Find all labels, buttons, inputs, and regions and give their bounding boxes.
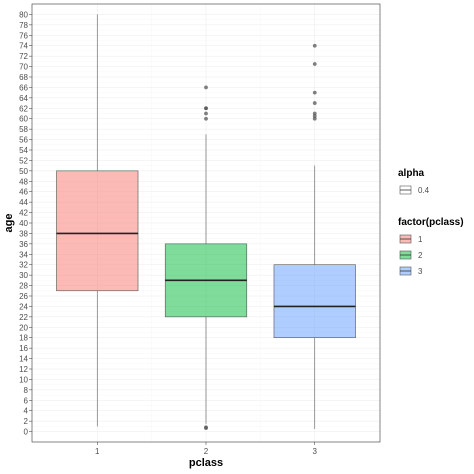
y-tick-label: 38	[19, 229, 28, 238]
y-tick-label: 10	[19, 375, 28, 384]
y-tick-label: 80	[19, 10, 28, 19]
y-tick-label: 34	[19, 250, 28, 259]
y-tick-label: 62	[19, 104, 28, 113]
legend-entry: 0.4	[399, 185, 430, 195]
y-tick-label: 64	[19, 94, 28, 103]
y-tick-label: 42	[19, 209, 28, 218]
outlier-point	[312, 114, 317, 119]
x-tick-label: 2	[204, 447, 209, 456]
legend-group-2: factor(pclass) 1 2 3	[398, 217, 464, 276]
legend-title: alpha	[398, 168, 425, 179]
y-tick-label: 2	[24, 417, 29, 426]
legend-entry: 2	[399, 250, 423, 260]
box-1	[56, 170, 139, 292]
box-3	[273, 264, 356, 339]
y-tick-label: 74	[19, 42, 28, 51]
legend-label: 3	[418, 267, 423, 276]
y-tick-label: 46	[19, 188, 28, 197]
y-tick-label: 28	[19, 282, 28, 291]
outlier-point	[312, 62, 317, 66]
legend-label: 2	[418, 251, 423, 260]
y-tick-label: 26	[19, 292, 28, 301]
y-tick-label: 44	[19, 198, 28, 207]
y-tick-label: 6	[24, 396, 29, 405]
legend-group-1: alpha 0.4	[398, 168, 430, 195]
y-tick-label: 70	[19, 63, 28, 72]
y-tick-label: 76	[19, 31, 28, 40]
y-axis-ticks: 0246810121416182022242628303234363840424…	[19, 10, 32, 437]
x-axis-ticks: 1 2 3	[95, 442, 318, 456]
outlier-point	[204, 111, 208, 116]
legend-title: factor(pclass)	[398, 217, 464, 228]
outlier-point	[312, 101, 317, 105]
y-tick-label: 32	[19, 261, 28, 270]
y-tick-label: 12	[19, 365, 28, 374]
y-tick-label: 78	[19, 21, 28, 30]
y-tick-label: 30	[19, 271, 28, 280]
y-axis-title: age	[3, 214, 15, 233]
y-tick-label: 54	[19, 146, 28, 155]
y-tick-label: 18	[19, 334, 28, 343]
x-tick-label: 1	[95, 447, 100, 456]
y-tick-label: 22	[19, 313, 28, 322]
legend-entry: 3	[399, 266, 423, 276]
outlier-point	[312, 116, 317, 121]
box-group-2	[164, 85, 248, 430]
y-tick-label: 24	[19, 302, 28, 311]
y-tick-label: 14	[19, 355, 28, 364]
outlier-point	[204, 85, 208, 90]
x-axis-title: pclass	[189, 457, 223, 469]
y-tick-label: 40	[19, 219, 28, 228]
outlier-point	[312, 90, 317, 95]
legend: alpha 0.4 factor(pclass) 1 2 3	[398, 168, 464, 276]
outlier-point	[312, 43, 317, 48]
box-group-1	[56, 14, 139, 427]
outlier-point	[204, 425, 208, 430]
outlier-point	[204, 116, 208, 121]
y-tick-label: 20	[19, 323, 28, 332]
outlier-point	[312, 111, 317, 116]
y-tick-label: 68	[19, 73, 28, 82]
y-tick-label: 48	[19, 177, 28, 186]
y-tick-label: 52	[19, 156, 28, 165]
y-tick-label: 16	[19, 344, 28, 353]
y-tick-label: 56	[19, 136, 28, 145]
y-tick-label: 58	[19, 125, 28, 134]
x-tick-label: 3	[313, 447, 318, 456]
y-tick-label: 50	[19, 167, 28, 176]
legend-label: 1	[418, 235, 423, 244]
y-tick-label: 60	[19, 115, 28, 124]
legend-label: 0.4	[418, 186, 430, 195]
y-tick-label: 0	[24, 428, 29, 437]
y-tick-label: 4	[24, 407, 29, 416]
legend-entry: 1	[399, 234, 423, 244]
y-tick-label: 8	[24, 386, 29, 395]
y-tick-label: 66	[19, 83, 28, 92]
y-tick-label: 36	[19, 240, 28, 249]
outlier-point	[204, 106, 208, 111]
y-tick-label: 72	[19, 52, 28, 61]
boxes-layer	[56, 14, 356, 430]
box-group-3	[273, 43, 356, 429]
